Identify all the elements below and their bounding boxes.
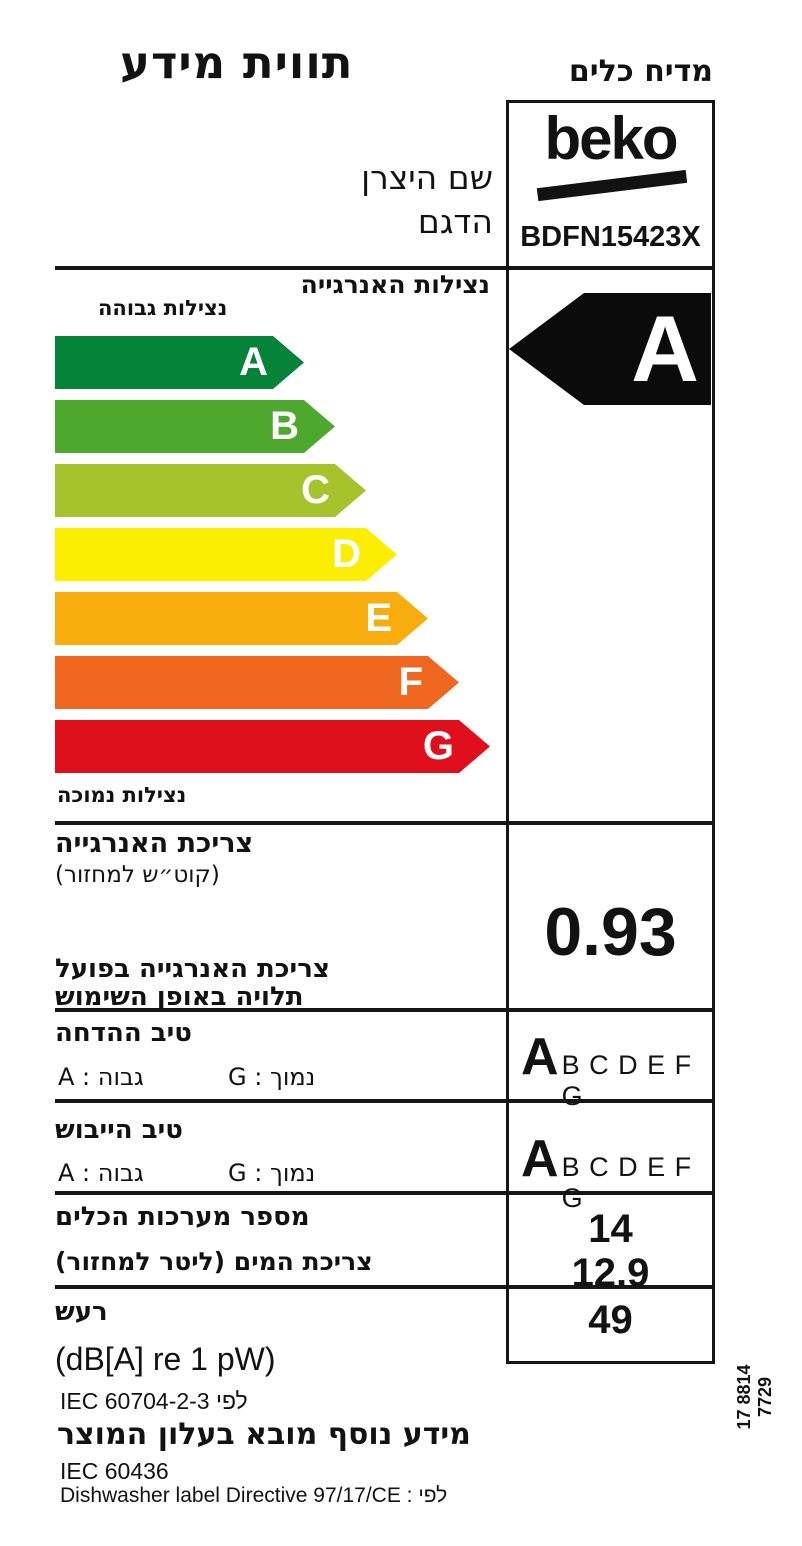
efficiency-grade-letter: B (270, 404, 299, 448)
energy-note-line1: צריכת האנרגייה בפועל (55, 954, 330, 984)
footer-directive: Dishwasher label Directive 97/17/CE : לפ… (60, 1484, 448, 1507)
energy-title: צריכת האנרגייה (55, 828, 254, 859)
rating-letter: A (631, 296, 699, 401)
manufacturer-caption: שם היצרן (361, 158, 493, 197)
efficiency-grade-letter: E (365, 596, 392, 640)
energy-note-line2: תלויה באופן השימוש (55, 982, 304, 1012)
washing-low-label: נמוך : G (228, 1063, 316, 1091)
washing-high-label: גבוה : A (58, 1063, 144, 1091)
energy-unit: (קוט״ש למחזור) (55, 862, 220, 888)
washing-rating-row: A B C D E F G (509, 1031, 712, 1112)
water-label: צריכת המים (ליטר למחזור) (55, 1247, 373, 1276)
brand-underline (536, 169, 688, 202)
efficiency-grade-letter: G (422, 724, 454, 768)
model-caption: הדגם (417, 202, 493, 241)
efficiency-arrow-G: G (55, 720, 490, 773)
drying-quality-title: טיב הייבוש (55, 1115, 183, 1145)
drying-scale-letters: B C D E F G (561, 1152, 693, 1213)
model-number: BDFN15423X (520, 221, 701, 253)
divider-drying (55, 1191, 712, 1195)
efficiency-grade-letter: D (332, 532, 361, 576)
noise-label: רעש (55, 1297, 108, 1327)
efficiency-arrow-C: C (55, 464, 366, 517)
efficiency-grade-letter: A (239, 340, 268, 384)
efficiency-arrow-E: E (55, 592, 428, 645)
footer-standard: IEC 60436 (60, 1458, 169, 1484)
footer-more-info: מידע נוסף מובא בעלון המוצר (57, 1417, 471, 1452)
drying-low-label: נמוך : G (228, 1159, 316, 1187)
page-title: תווית מידע (120, 36, 354, 89)
drying-rating-row: A B C D E F G (509, 1133, 712, 1214)
washing-rating-letter: A (521, 1028, 559, 1086)
efficiency-title: נצילות האנרגייה (300, 270, 490, 299)
efficiency-arrow-A: A (55, 336, 304, 389)
efficiency-arrow-D: D (55, 528, 397, 581)
washing-quality-title: טיב ההדחה (55, 1018, 192, 1048)
noise-unit: (dB[A] re 1 pW) (55, 1341, 276, 1377)
divider-scale (55, 821, 712, 825)
settings-label: מספר מערכות הכלים (55, 1202, 310, 1232)
divider-model (55, 266, 712, 270)
efficiency-grade-letter: F (398, 660, 423, 704)
appliance-type: מדיח כלים (568, 54, 713, 89)
drying-high-label: גבוה : A (58, 1159, 144, 1187)
divider-capacity (55, 1285, 712, 1289)
efficiency-high-label: נצילות גבוהה (98, 296, 228, 320)
noise-value: 49 (588, 1298, 633, 1342)
settings-value: 14 (588, 1207, 633, 1251)
value-column: beko BDFN15423X A 0.93 A B C D E F G A B… (506, 100, 715, 1364)
capacity-values: 14 12.9 (509, 1207, 712, 1295)
noise-standard: IEC 60704-2-3 לפי (60, 1388, 248, 1414)
energy-usage-note: צריכת האנרגייה בפועל תלויה באופן השימוש (55, 955, 330, 1011)
divider-energy (55, 1008, 712, 1012)
efficiency-arrow-B: B (55, 400, 335, 453)
efficiency-low-label: נצילות נמוכה (57, 783, 187, 807)
washing-scale-letters: B C D E F G (561, 1050, 693, 1111)
efficiency-arrow-F: F (55, 656, 459, 709)
drying-rating-letter: A (521, 1130, 559, 1188)
efficiency-grade-letter: C (301, 468, 330, 512)
part-number: 17 8814 7729 (734, 1364, 775, 1430)
divider-washing (55, 1099, 712, 1103)
rating-arrow: A (509, 293, 711, 405)
energy-value: 0.93 (544, 894, 677, 970)
brand-logo: beko (544, 105, 678, 172)
